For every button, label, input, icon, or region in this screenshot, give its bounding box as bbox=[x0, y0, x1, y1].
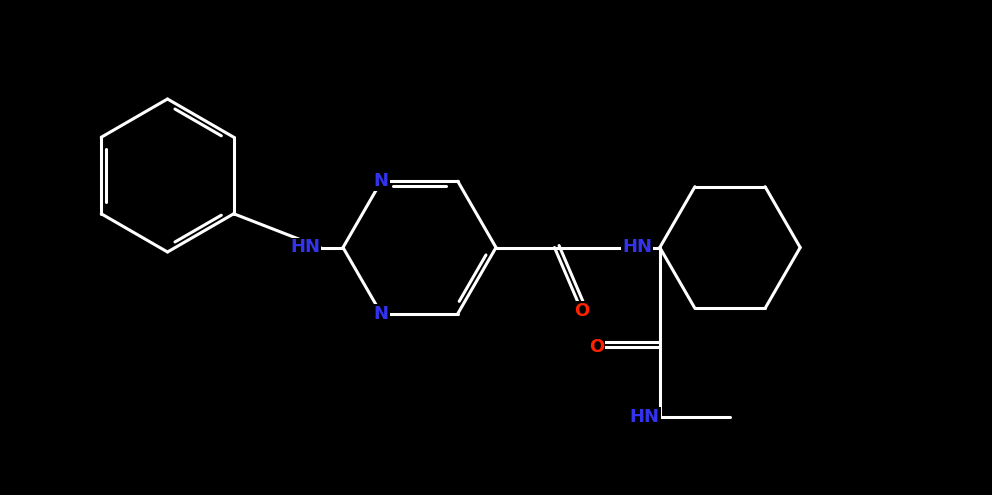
Text: HN: HN bbox=[630, 408, 660, 426]
Text: HN: HN bbox=[291, 239, 320, 256]
Text: N: N bbox=[374, 305, 389, 323]
Text: N: N bbox=[374, 172, 389, 190]
Text: HN: HN bbox=[622, 239, 652, 256]
Text: O: O bbox=[589, 338, 604, 355]
Text: O: O bbox=[574, 301, 589, 319]
